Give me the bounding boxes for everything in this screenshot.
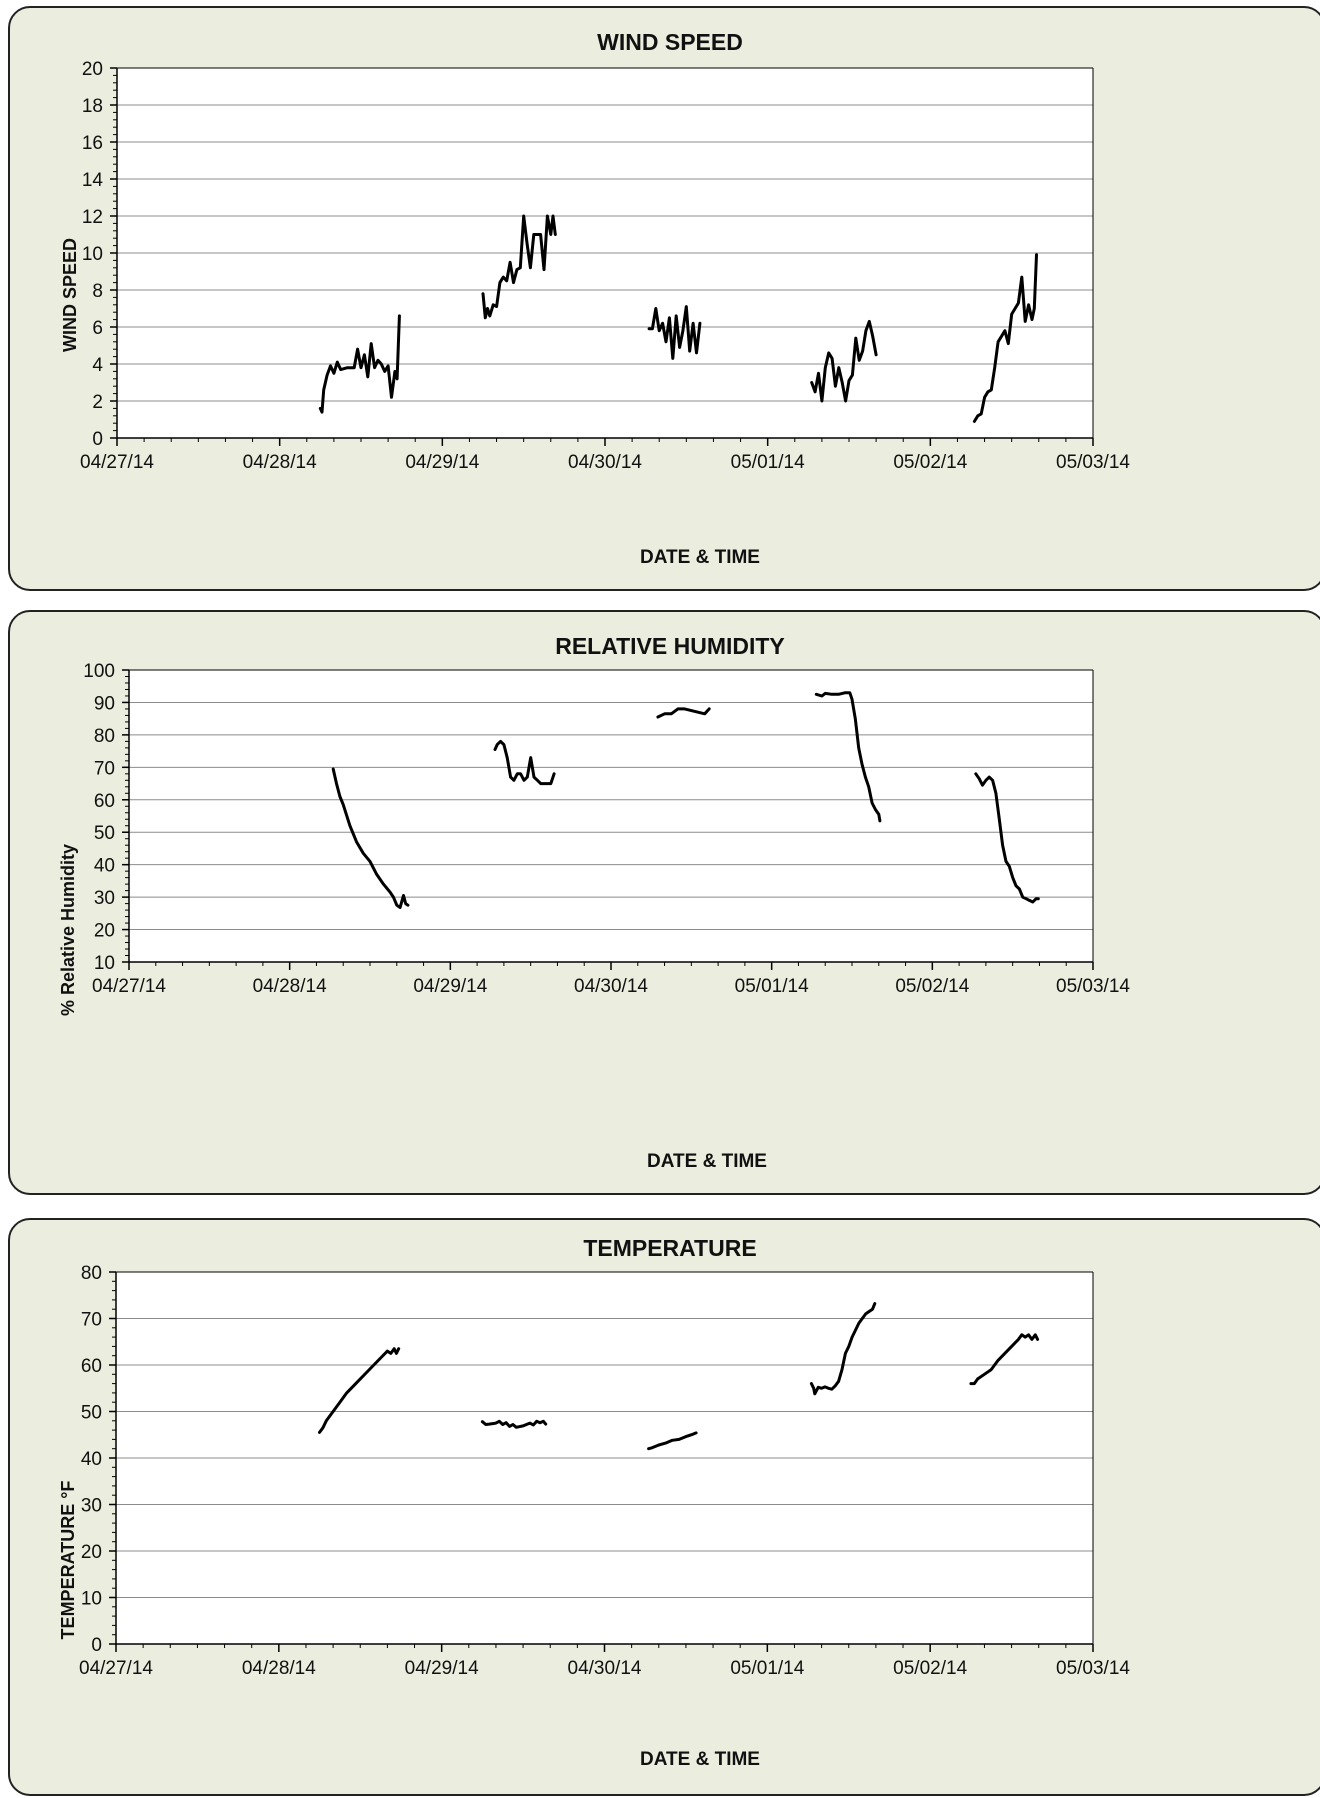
data-series-line-2 [481, 214, 557, 320]
wind-speed-chart: 0 2 4 6 8 10 12 14 16 18 20 04/27/14 04/28/14 04/29/1… [60, 29, 1130, 568]
y-tick-label: 80 [81, 1263, 102, 1284]
y-tick-label: 8 [92, 281, 103, 302]
y-tick-label: 30 [94, 888, 115, 909]
x-tick-label: 05/01/14 [731, 452, 805, 473]
y-axis-label: % Relative Humidity [58, 844, 78, 1016]
x-tick-label: 05/01/14 [735, 976, 809, 997]
relative-humidity-chart-panel: 10 20 30 40 50 60 70 80 90 100 04/27/14 04/28/14 04/… [8, 610, 1320, 1195]
x-tick-label: 04/30/14 [574, 976, 648, 997]
y-tick-label: 60 [81, 1356, 102, 1377]
x-tick-label: 05/03/14 [1056, 1658, 1130, 1679]
x-tick-label: 04/27/14 [92, 976, 166, 997]
y-tick-label: 18 [82, 96, 103, 117]
x-tick-label: 04/29/14 [413, 976, 487, 997]
data-series-line-1 [331, 767, 410, 909]
y-tick-label: 10 [94, 953, 115, 974]
y-tick-label: 0 [91, 1635, 102, 1656]
data-series-line-1 [318, 1347, 401, 1434]
data-series-line-5 [972, 253, 1038, 423]
chart-title: WIND SPEED [597, 29, 743, 55]
data-series-line-1 [318, 314, 401, 414]
data-series-line-2 [493, 739, 556, 786]
x-tick-label: 05/01/14 [730, 1658, 804, 1679]
x-axis-label: DATE & TIME [640, 547, 760, 568]
y-tick-label: 16 [82, 133, 103, 154]
y-tick-label: 12 [82, 207, 103, 228]
y-tick-label: 20 [81, 1542, 102, 1563]
x-tick-label: 04/28/14 [253, 976, 327, 997]
data-series-line-5 [969, 1333, 1040, 1386]
x-tick-label: 04/27/14 [80, 452, 154, 473]
data-series-line-4 [814, 691, 882, 823]
y-tick-label: 40 [81, 1449, 102, 1470]
data-series-line-4 [810, 319, 878, 403]
x-tick-label: 04/28/14 [242, 1658, 316, 1679]
temperature-chart: 0 10 20 30 40 50 60 70 80 04/27/14 04/28/14 04/29/1… [58, 1235, 1130, 1770]
temperature-chart-panel: 0 10 20 30 40 50 60 70 80 04/27/14 04/28/14 04/29/1… [8, 1218, 1320, 1796]
data-series-line-5 [974, 772, 1040, 904]
x-tick-label: 05/02/14 [893, 452, 967, 473]
y-tick-label: 20 [82, 59, 103, 80]
y-tick-label: 6 [92, 318, 103, 339]
x-tick-label: 05/02/14 [895, 976, 969, 997]
plot-area [129, 670, 1093, 962]
x-tick-label: 05/03/14 [1056, 452, 1130, 473]
data-series-line-3 [647, 1431, 698, 1451]
relative-humidity-chart: 10 20 30 40 50 60 70 80 90 100 04/27/14 04/28/14 04/… [58, 633, 1130, 1172]
x-tick-label: 05/03/14 [1056, 976, 1130, 997]
data-series-line-2 [480, 1419, 548, 1429]
data-series-line-4 [809, 1302, 877, 1396]
x-tick-label: 04/30/14 [568, 452, 642, 473]
x-tick-label: 05/02/14 [893, 1658, 967, 1679]
x-axis-label: DATE & TIME [647, 1151, 767, 1172]
x-tick-label: 04/28/14 [243, 452, 317, 473]
y-tick-label: 60 [94, 791, 115, 812]
data-series-line-3 [647, 305, 702, 360]
x-tick-label: 04/30/14 [568, 1658, 642, 1679]
y-axis-label: WIND SPEED [60, 238, 80, 352]
y-tick-label: 70 [81, 1310, 102, 1331]
x-tick-label: 04/29/14 [405, 452, 479, 473]
chart-title: TEMPERATURE [583, 1235, 756, 1261]
y-tick-label: 70 [94, 758, 115, 779]
x-tick-label: 04/27/14 [79, 1658, 153, 1679]
y-tick-label: 100 [83, 661, 115, 682]
y-tick-label: 4 [92, 355, 103, 376]
y-tick-label: 20 [94, 921, 115, 942]
y-tick-label: 14 [82, 170, 104, 191]
y-tick-label: 0 [92, 429, 103, 450]
y-tick-label: 90 [94, 693, 115, 714]
data-series-line-3 [656, 707, 711, 719]
y-tick-label: 2 [92, 392, 103, 413]
y-tick-label: 10 [82, 244, 103, 265]
y-tick-label: 10 [81, 1589, 102, 1610]
y-tick-label: 80 [94, 726, 115, 747]
chart-title: RELATIVE HUMIDITY [555, 633, 785, 659]
y-axis-label: TEMPERATURE °F [58, 1481, 78, 1640]
wind-speed-chart-panel: 0 2 4 6 8 10 12 14 16 18 20 04/27/14 04/28/14 04/29/1… [8, 6, 1320, 591]
y-tick-label: 40 [94, 856, 115, 877]
y-tick-label: 50 [81, 1403, 102, 1424]
y-tick-label: 30 [81, 1496, 102, 1517]
x-axis-label: DATE & TIME [640, 1749, 760, 1770]
y-tick-label: 50 [94, 823, 115, 844]
x-tick-label: 04/29/14 [405, 1658, 479, 1679]
